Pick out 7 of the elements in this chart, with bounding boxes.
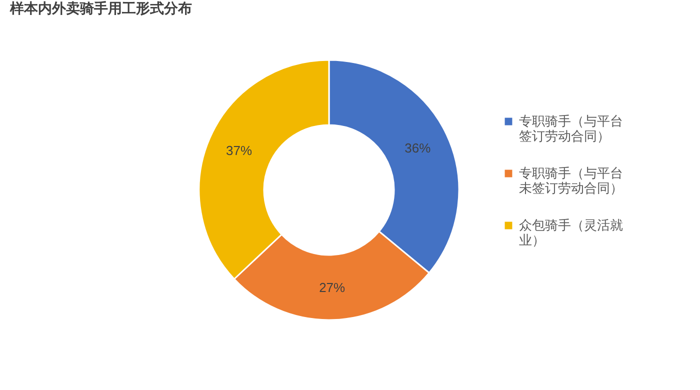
chart-title: 样本内外卖骑手用工形式分布 — [9, 0, 192, 16]
legend-label: 专职骑手（与平台签订劳动合同） — [519, 114, 623, 144]
data-label: 36% — [404, 140, 432, 156]
legend-label: 众包骑手（灵活就业） — [519, 218, 623, 248]
data-label: 27% — [319, 280, 346, 295]
legend-label: 专职骑手（与平台未签订劳动合同） — [519, 166, 623, 196]
data-label: 37% — [226, 143, 253, 158]
